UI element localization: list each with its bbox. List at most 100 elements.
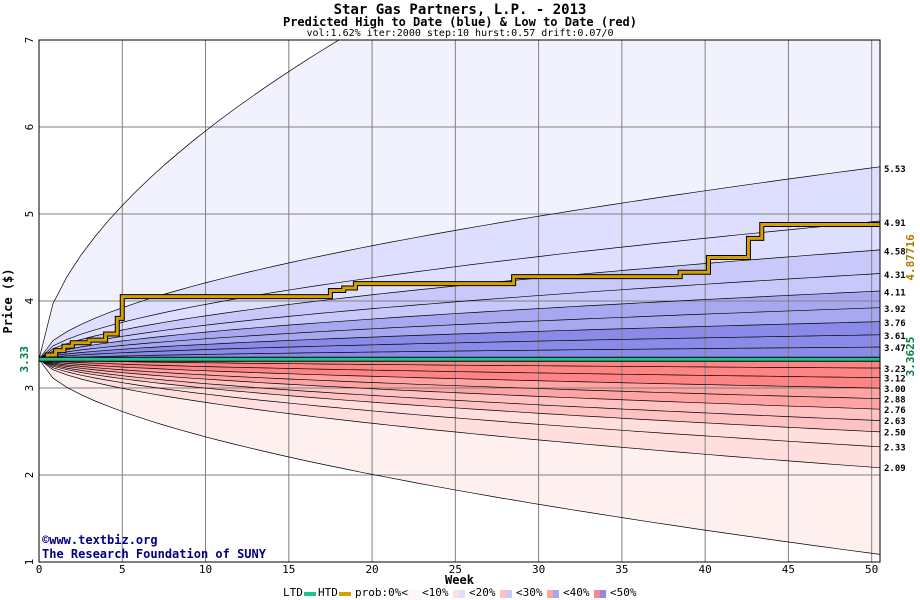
low-band-1: [39, 359, 880, 378]
high-band-7: [39, 321, 880, 360]
high-band-1: [39, 166, 880, 360]
quantile-line-8: [39, 334, 880, 360]
quantile-line-6: [39, 307, 880, 360]
y-axis-label: Price ($): [1, 268, 15, 333]
x-tick-label: 35: [615, 563, 628, 576]
legend-30-label: <30%: [516, 586, 543, 599]
quantile-line-11: [39, 358, 880, 379]
high-band-4: [39, 273, 880, 360]
credit-site: ©www.textbiz.org: [42, 533, 158, 547]
quantile-line-9: [39, 346, 880, 360]
htd-value-label: 4.87716: [904, 234, 917, 281]
start-price-label: 3.33: [18, 346, 31, 373]
quantile-line-4: [39, 273, 880, 360]
quantile-line-2: [39, 220, 880, 360]
low-band-7: [39, 359, 880, 447]
plot-area: [39, 40, 880, 562]
y-tick-label: 4: [23, 297, 36, 304]
quantile-line-12: [39, 358, 880, 389]
x-tick-label: 45: [782, 563, 795, 576]
legend-swatch-30: [547, 590, 559, 598]
quantile-line-14: [39, 358, 880, 410]
high-end-label: 3.92: [884, 305, 906, 315]
low-end-label: 2.63: [884, 417, 906, 427]
high-end-label: 4.31: [884, 271, 906, 281]
credit-org: The Research Foundation of SUNY: [42, 547, 266, 561]
legend-10-label: <10%: [422, 586, 449, 599]
y-tick-label: 6: [23, 124, 36, 131]
low-band-6: [39, 359, 880, 432]
low-end-label: 2.76: [884, 406, 906, 416]
low-end-label: 2.88: [884, 395, 906, 405]
chart-title: Star Gas Partners, L.P. - 2013: [333, 2, 587, 18]
chart-params: vol:1.62% iter:2000 step:10 hurst:0.57 d…: [306, 28, 614, 39]
legend-htd-label: HTD: [318, 586, 338, 599]
x-tick-label: 5: [119, 563, 126, 576]
x-tick-label: 10: [199, 563, 212, 576]
low-band-4: [39, 359, 880, 410]
quantile-line-13: [39, 358, 880, 400]
legend-ltd-label: LTD: [283, 586, 303, 599]
low-end-label: 2.33: [884, 443, 906, 453]
x-tick-label: 40: [699, 563, 712, 576]
x-tick-label: 0: [36, 563, 43, 576]
y-tick-label: 5: [23, 211, 36, 218]
quantile-line-0: [39, 40, 340, 360]
low-end-label: 3.23: [884, 365, 906, 375]
quantile-line-5: [39, 290, 880, 360]
low-end-label: 3.12: [884, 375, 906, 385]
quantile-line-19: [39, 359, 880, 555]
low-band-2: [39, 359, 880, 389]
series-line-htd: [39, 222, 880, 361]
y-tick-label: 2: [23, 472, 36, 479]
x-tick-label: 30: [532, 563, 545, 576]
x-tick-label: 15: [282, 563, 295, 576]
high-end-label: 3.76: [884, 319, 906, 329]
high-end-label: 5.53: [884, 165, 906, 175]
chart-subtitle: Predicted High to Date (blue) & Low to D…: [282, 15, 637, 29]
legend-20-label: <20%: [469, 586, 496, 599]
quantile-line-15: [39, 358, 880, 421]
low-end-label: 3.00: [884, 385, 906, 395]
quantile-line-17: [39, 359, 880, 448]
quantile-line-1: [39, 166, 880, 360]
high-end-label: 3.61: [884, 332, 906, 342]
legend-htd-swatch: [339, 592, 351, 596]
x-tick-label: 25: [449, 563, 462, 576]
low-band-8: [39, 359, 880, 468]
high-end-label: 4.58: [884, 248, 906, 258]
low-end-label: 2.09: [884, 464, 906, 474]
legend-prob-label: prob:0%<: [355, 586, 408, 599]
high-end-label: 4.91: [884, 219, 906, 229]
legend-ltd-swatch: [304, 592, 316, 596]
high-band-8: [39, 334, 880, 360]
y-tick-label: 3: [23, 385, 36, 392]
legend-40-label: <40%: [563, 586, 590, 599]
high-band-5: [39, 291, 880, 360]
quantile-line-10: [39, 358, 880, 369]
legend-swatch-0: [408, 590, 422, 600]
high-band-0: [39, 40, 880, 360]
legend-50-label: <50%: [610, 586, 637, 599]
x-tick-label: 20: [365, 563, 378, 576]
legend-swatch-10: [453, 590, 465, 598]
low-band-9: [39, 359, 880, 555]
high-band-6: [39, 307, 880, 360]
y-tick-label: 7: [23, 37, 36, 44]
high-end-label: 4.11: [884, 288, 906, 298]
quantile-line-18: [39, 359, 880, 469]
high-band-9: [39, 347, 880, 360]
legend-swatch-40: [594, 590, 606, 598]
high-end-label: 3.47: [884, 344, 906, 354]
plot-frame: [38, 39, 881, 563]
quantile-line-7: [39, 321, 880, 360]
ltd-value-label: 3.3625: [904, 337, 917, 377]
x-tick-label: 50: [865, 563, 878, 576]
low-band-5: [39, 359, 880, 421]
y-tick-label: 1: [23, 559, 36, 566]
low-end-label: 2.50: [884, 429, 906, 439]
quantile-line-16: [39, 358, 880, 433]
x-axis-label: Week: [445, 573, 475, 587]
high-band-2: [39, 221, 880, 360]
